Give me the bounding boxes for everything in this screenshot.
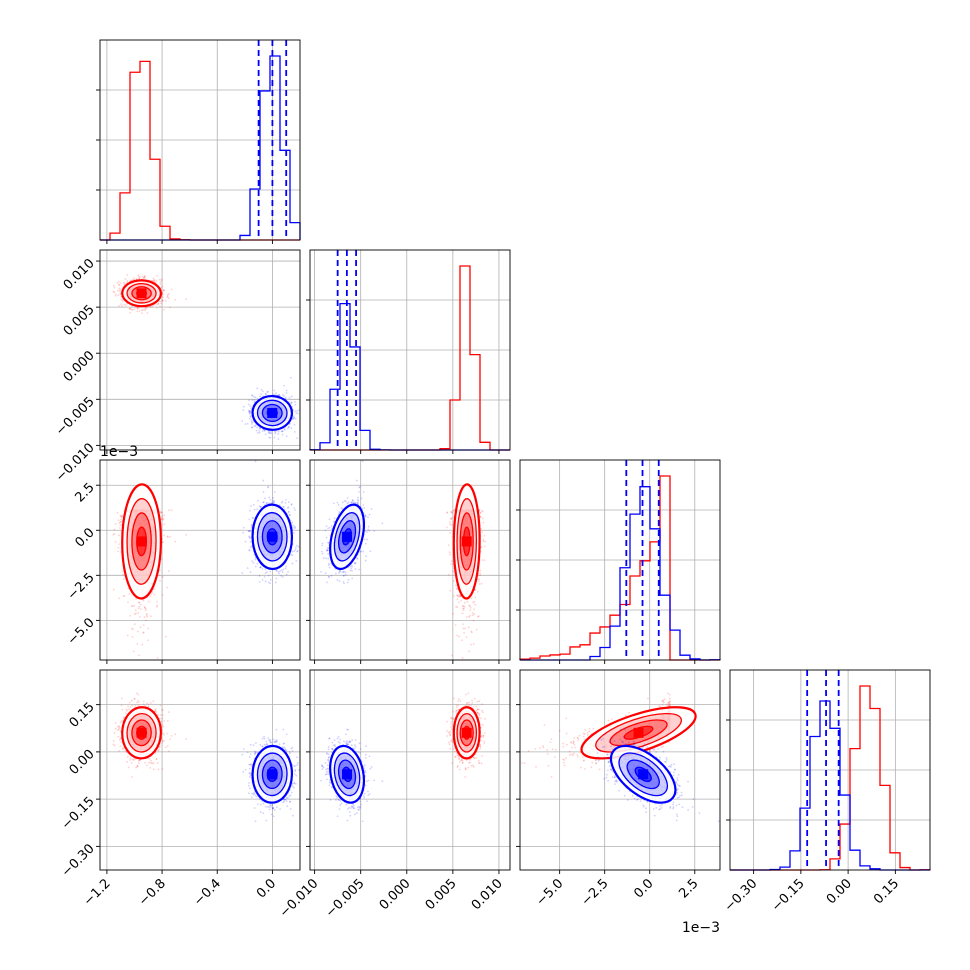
contour-series-1	[329, 503, 366, 571]
contour-series-1	[329, 744, 366, 804]
contour-series-1	[251, 394, 294, 431]
contour-series-0	[580, 706, 697, 760]
x-tick-label: −0.010	[277, 876, 322, 921]
y-tick-label: 0.000	[61, 348, 98, 385]
x-tick-label: −0.30	[722, 876, 761, 915]
panel-frame	[99, 459, 301, 661]
histogram-series-1	[730, 700, 930, 871]
grid-lines	[520, 460, 720, 660]
contour-series-1	[251, 744, 294, 804]
x-offset-label: 1e−3	[682, 920, 720, 936]
panel-frame	[309, 459, 511, 661]
x-tick-label: 0.00	[824, 876, 855, 907]
density-peak	[638, 769, 649, 780]
x-tick-label: 0.005	[423, 876, 460, 913]
y-tick-label: 0.0	[72, 525, 97, 550]
y-offset-label: 1e−3	[100, 444, 138, 460]
contour-series-0	[452, 483, 481, 600]
density-peak	[267, 769, 278, 780]
density-peak	[136, 727, 147, 738]
x-tick-label: −0.005	[323, 876, 368, 921]
panel-frame	[519, 669, 721, 871]
x-tick-label: −2.5	[579, 876, 612, 909]
contour-series-1	[609, 744, 677, 804]
y-tick-label: 2.5	[72, 480, 97, 505]
x-tick-label: 0.0	[631, 876, 656, 901]
panel-frame	[309, 669, 511, 871]
x-tick-label: 0.010	[469, 876, 506, 913]
grid-lines	[730, 670, 930, 870]
y-tick-label: 0.005	[61, 302, 98, 339]
panel-frame	[99, 249, 301, 451]
x-tick-label: −0.4	[191, 876, 224, 909]
grid-lines	[310, 670, 510, 870]
x-tick-label: −1.2	[81, 876, 114, 909]
density-peak	[267, 407, 278, 418]
y-tick-label: −0.005	[53, 394, 98, 439]
density-peak	[342, 531, 353, 542]
y-tick-label: −0.15	[59, 794, 98, 833]
y-tick-label: −0.010	[53, 440, 98, 485]
contour-series-0	[121, 706, 162, 760]
panel-frame	[99, 669, 301, 871]
y-tick-label: 0.00	[67, 747, 98, 778]
y-tick-label: 0.15	[67, 700, 98, 731]
y-tick-label: −0.30	[59, 841, 98, 880]
x-tick-label: 0.0	[254, 876, 279, 901]
y-tick-label: 0.010	[61, 256, 98, 293]
y-tick-label: −2.5	[65, 570, 98, 603]
density-peak	[342, 769, 353, 780]
contour-series-0	[121, 279, 162, 308]
density-peak	[267, 531, 278, 542]
x-tick-label: −0.8	[136, 876, 169, 909]
grid-lines	[310, 460, 510, 660]
histogram-series-1	[520, 486, 721, 661]
x-tick-label: 0.15	[871, 876, 902, 907]
y-tick-label: −5.0	[65, 615, 98, 648]
x-tick-label: 2.5	[676, 876, 701, 901]
contour-series-0	[121, 483, 162, 600]
grid-lines	[310, 250, 510, 450]
density-peak	[136, 536, 147, 547]
density-peak	[633, 727, 644, 738]
density-peak	[461, 536, 472, 547]
x-tick-label: 0.000	[377, 876, 414, 913]
contour-series-1	[251, 503, 294, 571]
x-tick-label: −0.15	[769, 876, 808, 915]
density-peak	[136, 288, 147, 299]
x-tick-label: −5.0	[534, 876, 567, 909]
density-peak	[461, 727, 472, 738]
contour-series-0	[452, 706, 481, 760]
